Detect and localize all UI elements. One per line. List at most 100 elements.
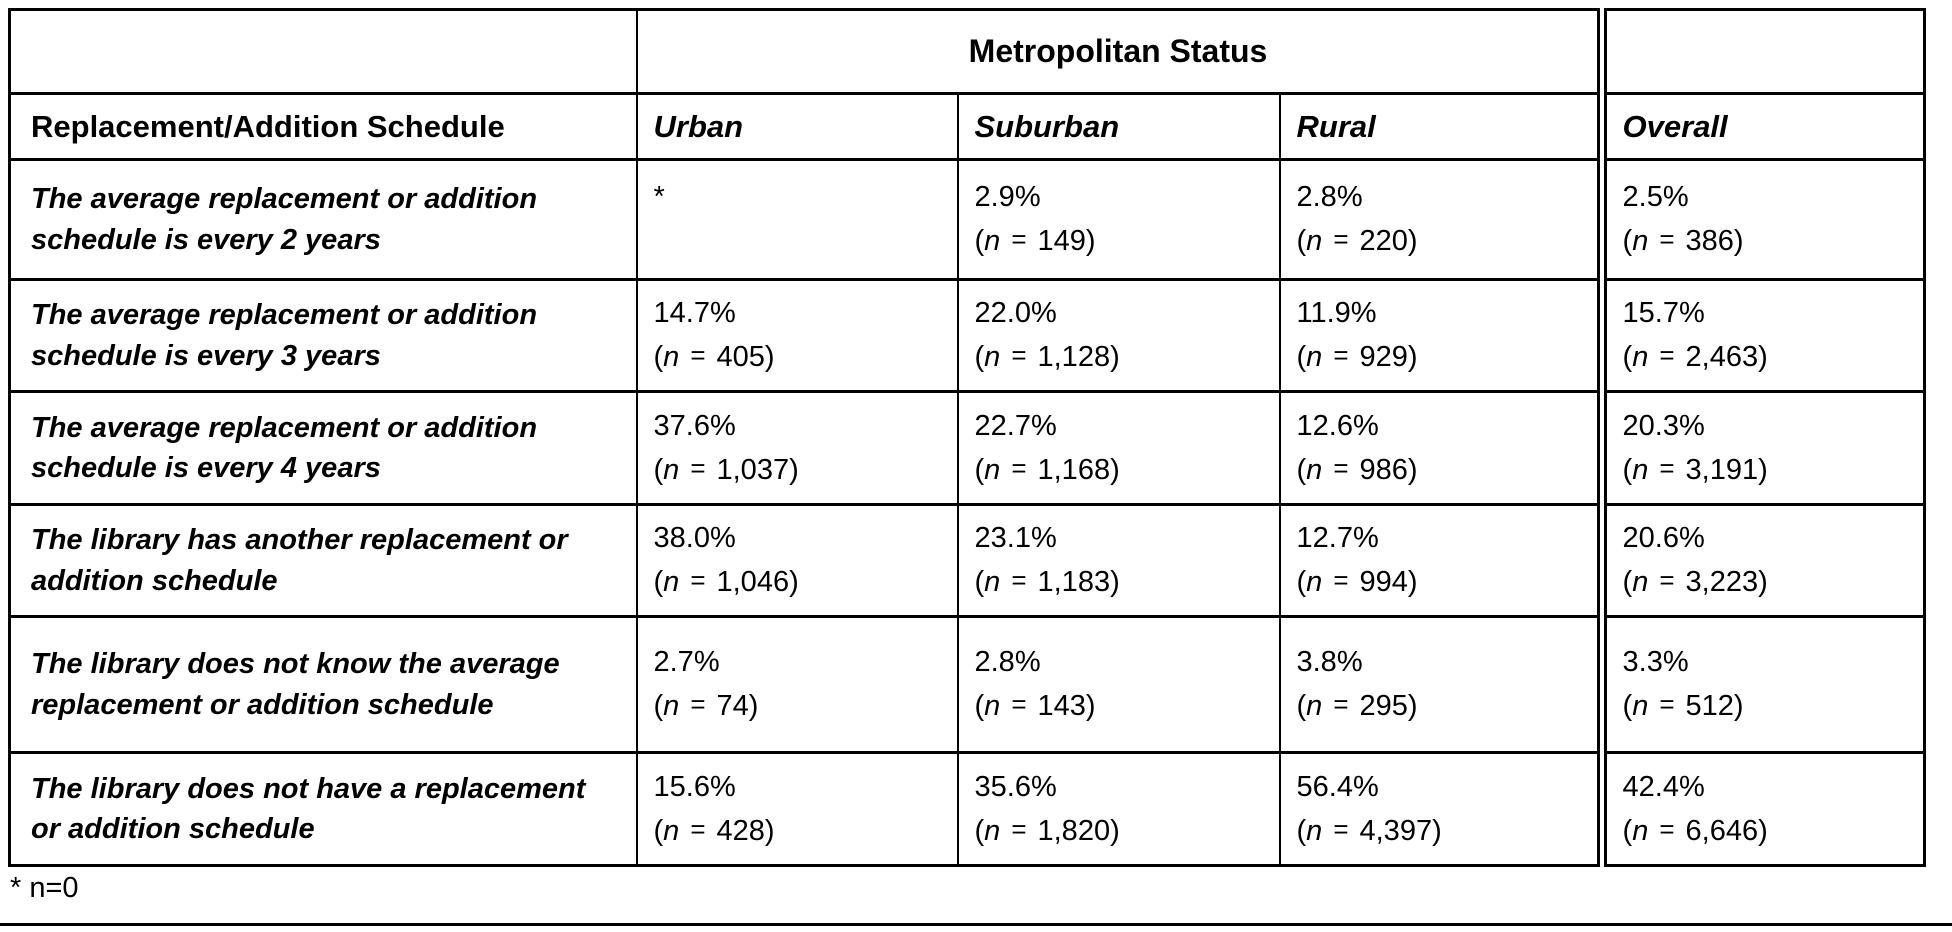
n-close-paren: ): [789, 453, 799, 486]
n-open-paren: (: [1622, 814, 1633, 847]
n-close-paren: ): [1085, 690, 1096, 722]
n-close-paren: ): [1758, 453, 1768, 486]
n-close-paren: ): [1110, 566, 1120, 598]
n-symbol: n: [1632, 341, 1649, 373]
n-count: (n = 74): [654, 689, 943, 724]
row-label: The average replacement or addition sche…: [8, 390, 638, 506]
bottom-divider: [0, 923, 1952, 926]
n-count: (n = 386): [1623, 224, 1910, 259]
cell-suburban: 2.9% (n = 149): [956, 158, 1281, 281]
n-count: (n = 3,223): [1623, 565, 1910, 600]
n-equals: =: [1011, 224, 1027, 254]
n-value: 74: [716, 690, 749, 722]
n-close-paren: ): [1733, 225, 1744, 257]
n-equals: =: [1011, 452, 1027, 483]
cell-rural: 12.7% (n = 994): [1278, 503, 1603, 618]
n-count: (n = 428): [654, 814, 943, 849]
n-close-paren: ): [1407, 225, 1418, 257]
n-value: 929: [1359, 341, 1408, 373]
n-symbol: n: [1306, 341, 1323, 373]
n-equals: =: [1011, 565, 1027, 595]
n-value: 405: [716, 341, 765, 373]
n-close-paren: ): [1110, 453, 1120, 486]
n-value: 1,183: [1037, 566, 1111, 598]
n-value: 3,223: [1685, 566, 1759, 598]
n-equals: =: [1333, 340, 1349, 370]
percent-value: 37.6%: [653, 409, 736, 442]
cell-overall: 20.3% (n = 3,191): [1596, 390, 1926, 506]
n-close-paren: ): [1085, 225, 1096, 257]
n-open-paren: (: [974, 225, 985, 257]
n-value: 2,463: [1685, 341, 1759, 373]
table-row-does-not-know: The library does not know the average re…: [8, 615, 1926, 754]
column-header-row: Replacement/Addition Schedule Urban Subu…: [8, 92, 1926, 161]
percent-value: 22.7%: [974, 409, 1057, 442]
percent-value: 2.5%: [1622, 181, 1689, 214]
cell-suburban: 22.7% (n = 1,168): [956, 390, 1281, 506]
cell-urban: 37.6% (n = 1,037): [635, 390, 959, 506]
n-count: (n = 149): [975, 224, 1265, 259]
cell-urban: * (n=): [635, 158, 959, 281]
n-count: (n = 1,037): [654, 453, 943, 488]
row-label: The library does not know the average re…: [8, 615, 638, 754]
n-equals: =: [1333, 689, 1349, 719]
n-close-paren: ): [1407, 690, 1418, 722]
cell-rural: 2.8% (n = 220): [1278, 158, 1603, 281]
n-open-paren: (: [974, 690, 985, 722]
cell-rural: 11.9% (n = 929): [1278, 278, 1603, 393]
n-value: 1,046: [716, 566, 790, 598]
n-symbol: n: [1632, 690, 1649, 722]
n-open-paren: (: [653, 453, 664, 486]
row-label: The library does not have a replacement …: [8, 751, 638, 867]
n-equals: =: [1011, 813, 1027, 844]
n-equals: =: [1333, 224, 1349, 254]
n-close-paren: ): [1407, 341, 1418, 373]
percent-value: 3.8%: [1296, 646, 1363, 679]
percent-value: 38.0%: [653, 522, 736, 555]
n-open-paren: (: [1296, 814, 1307, 847]
n-value: 1,168: [1037, 453, 1111, 486]
cell-overall: 2.5% (n = 386): [1596, 158, 1926, 281]
cell-rural: 12.6% (n = 986): [1278, 390, 1603, 506]
n-symbol: n: [1306, 566, 1323, 598]
n-equals: =: [690, 565, 706, 595]
row-label: The average replacement or addition sche…: [8, 158, 638, 281]
n-symbol: n: [984, 566, 1001, 598]
n-open-paren: (: [653, 814, 664, 847]
n-open-paren: (: [974, 566, 985, 598]
n-count: (n = 2,463): [1623, 340, 1910, 375]
n-symbol: n: [663, 341, 680, 373]
n-close-paren: ): [764, 814, 775, 847]
n-symbol: n: [984, 690, 1001, 722]
percent-value: 42.4%: [1622, 770, 1705, 803]
empty-corner-cell: [8, 8, 638, 95]
n-count: (n = 143): [975, 689, 1265, 724]
n-open-paren: (: [1296, 690, 1307, 722]
percent-value: 14.7%: [653, 297, 736, 330]
cell-suburban: 22.0% (n = 1,128): [956, 278, 1281, 393]
cell-overall: 15.7% (n = 2,463): [1596, 278, 1926, 393]
n-open-paren: (: [653, 341, 664, 373]
table-footnote: * n=0: [10, 872, 79, 904]
percent-value: 11.9%: [1296, 297, 1377, 330]
n-symbol: n: [663, 453, 680, 486]
percent-value: 20.6%: [1622, 522, 1705, 555]
n-symbol: n: [663, 690, 680, 722]
percent-value: *: [653, 181, 665, 214]
n-equals: =: [1333, 565, 1349, 595]
n-close-paren: ): [1407, 566, 1418, 598]
n-symbol: n: [1306, 453, 1323, 486]
n-open-paren: (: [653, 566, 664, 598]
n-value: 994: [1359, 566, 1408, 598]
n-equals: =: [1659, 689, 1675, 719]
n-value: 220: [1359, 225, 1408, 257]
n-equals: =: [690, 340, 706, 370]
n-equals: =: [1011, 340, 1027, 370]
n-close-paren: ): [1758, 814, 1768, 847]
empty-overall-corner-cell: [1596, 8, 1926, 95]
n-symbol: n: [1306, 814, 1323, 847]
n-open-paren: (: [1622, 566, 1633, 598]
percent-value: 15.7%: [1622, 297, 1705, 330]
n-close-paren: ): [1733, 690, 1744, 722]
n-equals: =: [1333, 813, 1349, 844]
